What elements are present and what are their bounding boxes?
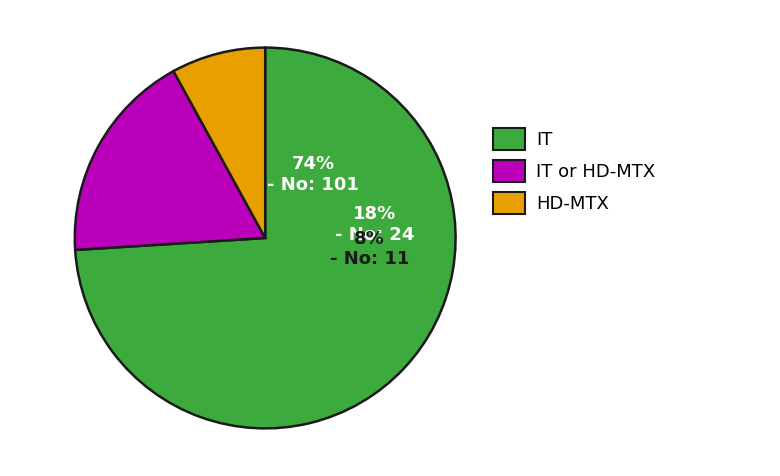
Text: 18%
- No: 24: 18% - No: 24 [335, 205, 414, 244]
Wedge shape [75, 48, 456, 428]
Text: 8%
- No: 11: 8% - No: 11 [330, 229, 409, 268]
Text: 74%
- No: 101: 74% - No: 101 [268, 155, 360, 194]
Wedge shape [173, 48, 265, 238]
Legend: IT, IT or HD-MTX, HD-MTX: IT, IT or HD-MTX, HD-MTX [493, 128, 655, 214]
Wedge shape [75, 71, 265, 250]
